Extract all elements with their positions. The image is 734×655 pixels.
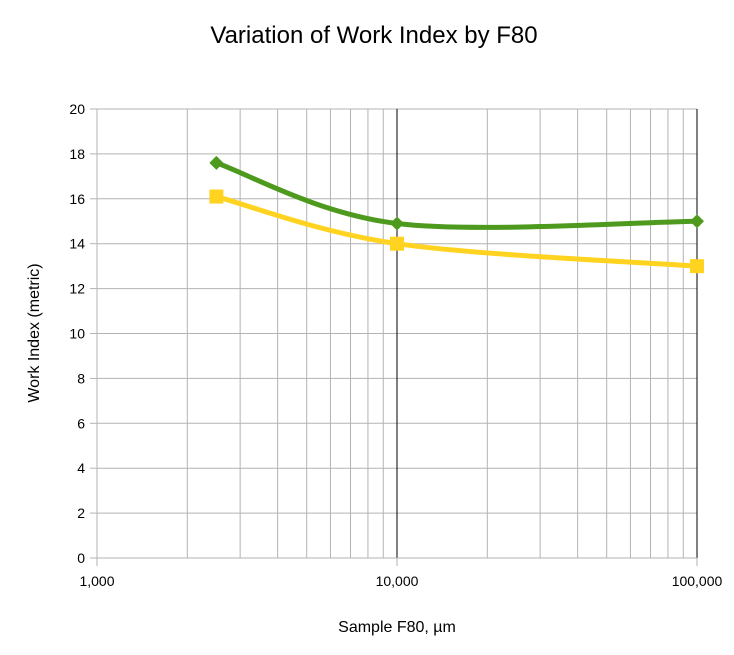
y-tick-label: 10 <box>69 326 85 342</box>
y-axis-title: Work Index (metric) <box>26 263 43 402</box>
series-1 <box>209 155 704 231</box>
x-tick-label: 1,000 <box>79 573 114 589</box>
chart-title: Variation of Work Index by F80 <box>210 22 537 49</box>
y-tick-label: 4 <box>77 460 85 476</box>
data-point-square <box>690 259 704 274</box>
data-point-diamond <box>690 214 704 229</box>
series-line <box>213 194 700 269</box>
x-axis-title: Sample F80, µm <box>338 619 456 636</box>
data-point-diamond <box>390 216 404 231</box>
y-tick-label: 20 <box>69 101 85 117</box>
axes: 0 2 4 6 8 10 12 14 16 18 20 1,000 10,000 100,000 <box>69 101 722 589</box>
data-point-square <box>390 236 404 251</box>
grid <box>96 108 698 559</box>
y-tick-label: 12 <box>69 281 85 297</box>
series <box>209 155 704 274</box>
y-tick-label: 2 <box>77 505 85 521</box>
y-tick-label: 16 <box>69 191 85 207</box>
y-tick-label: 6 <box>77 415 85 431</box>
x-tick-label: 100,000 <box>672 573 723 589</box>
y-tick-label: 18 <box>69 146 85 162</box>
y-tick-label: 14 <box>69 236 85 252</box>
x-tick-label: 10,000 <box>376 573 419 589</box>
y-tick-label: 8 <box>77 370 85 386</box>
series-line <box>213 160 700 230</box>
data-point-diamond <box>209 155 224 170</box>
series-2 <box>209 189 704 274</box>
y-tick-label: 0 <box>77 550 85 566</box>
data-point-square <box>209 189 224 204</box>
